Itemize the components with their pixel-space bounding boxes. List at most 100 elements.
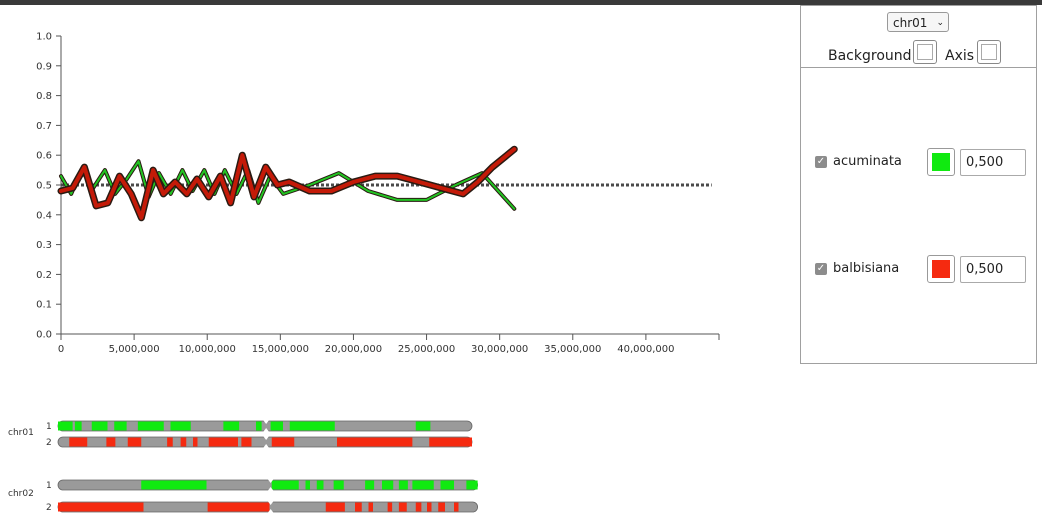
background-color-button[interactable] — [913, 40, 937, 64]
introgression-segment — [137, 421, 164, 431]
introgression-segment — [412, 480, 434, 490]
background-color-swatch — [917, 44, 933, 60]
series-line-balbisiana — [59, 147, 517, 220]
chromosome-name: chr01 — [8, 428, 34, 438]
introgression-segment — [355, 502, 362, 512]
x-tick-label: 40,000,000 — [617, 344, 674, 355]
introgression-segment — [387, 502, 393, 512]
introgression-segment — [270, 421, 283, 431]
acuminata-color-button[interactable] — [927, 148, 955, 176]
chromosome-view: chr01 1 2 chr02 1 2 — [8, 420, 479, 513]
introgression-segment — [398, 480, 408, 490]
x-tick-label: 20,000,000 — [325, 344, 382, 355]
x-tick-label: 25,000,000 — [398, 344, 455, 355]
centromere-notch-top — [263, 420, 270, 424]
series-row-balbisiana: ✓ balbisiana 0,500 — [801, 254, 1036, 286]
centromere-notch-top — [263, 436, 270, 440]
introgression-segment — [427, 502, 432, 512]
introgression-segment — [337, 437, 413, 447]
acuminata-checkbox[interactable]: ✓ — [815, 156, 827, 168]
axis-color-button[interactable] — [977, 40, 1001, 64]
centromere-notch-bottom — [267, 509, 274, 513]
control-panel: chr01 ⌄ Background Axis ✓ acuminata 0,50… — [800, 5, 1037, 364]
y-tick-label: 0.9 — [36, 61, 52, 72]
introgression-segment — [454, 502, 459, 512]
x-tick-label: 30,000,000 — [471, 344, 528, 355]
chevron-down-icon: ⌄ — [936, 18, 944, 28]
track-label: 2 — [46, 503, 52, 513]
introgression-segment — [69, 437, 88, 447]
introgression-segment — [271, 480, 299, 490]
introgression-segment — [368, 502, 373, 512]
introgression-segment — [58, 502, 144, 512]
y-tick-label: 1.0 — [36, 32, 52, 43]
track-label: 1 — [46, 422, 52, 432]
balbisiana-color-button[interactable] — [927, 255, 955, 283]
introgression-segment — [333, 480, 344, 490]
centromere-notch-bottom — [263, 444, 270, 448]
introgression-segment — [58, 421, 73, 431]
series-name-acuminata: acuminata — [833, 154, 902, 169]
series-row-acuminata: ✓ acuminata 0,500 — [801, 147, 1036, 179]
acuminata-value-input[interactable]: 0,500 — [960, 149, 1026, 176]
introgression-segment — [438, 502, 445, 512]
y-tick-label: 0.3 — [36, 240, 52, 251]
track-label: 2 — [46, 438, 52, 448]
centromere-notch-top — [267, 501, 274, 505]
introgression-segment — [415, 502, 422, 512]
introgression-segment — [167, 437, 173, 447]
y-tick-label: 0.1 — [36, 300, 52, 311]
introgression-segment — [382, 480, 394, 490]
centromere-notch-bottom — [267, 487, 274, 491]
x-tick-label: 15,000,000 — [252, 344, 309, 355]
introgression-segment — [398, 502, 407, 512]
introgression-segment — [466, 480, 478, 490]
y-tick-label: 0.2 — [36, 270, 52, 281]
balbisiana-checkbox[interactable]: ✓ — [815, 263, 827, 275]
x-tick-label: 0 — [58, 344, 64, 355]
background-label: Background — [828, 48, 912, 64]
introgression-segment — [114, 421, 127, 431]
centromere-notch-bottom — [263, 428, 270, 432]
y-tick-label: 0.4 — [36, 210, 52, 221]
ratio-chart: 0.0 0.1 0.2 0.3 0.4 0.5 0.6 0.7 0.8 0.9 1.0 0 5,000,… — [36, 32, 720, 355]
x-tick-label: 10,000,000 — [179, 344, 236, 355]
chromosome-select-value: chr01 — [893, 16, 928, 30]
series-name-balbisiana: balbisiana — [833, 261, 900, 276]
introgression-segment — [316, 480, 324, 490]
y-tick-label: 0.5 — [36, 181, 52, 192]
x-tick-label: 35,000,000 — [544, 344, 601, 355]
introgression-segment — [365, 480, 375, 490]
panel-header: chr01 ⌄ Background Axis — [801, 6, 1036, 68]
axis-label: Axis — [945, 48, 975, 64]
introgression-segment — [127, 437, 142, 447]
axis-color-swatch — [981, 44, 997, 60]
y-tick-label: 0.6 — [36, 151, 52, 162]
chromosome-select[interactable]: chr01 ⌄ — [887, 12, 949, 32]
introgression-segment — [180, 437, 187, 447]
introgression-segment — [305, 480, 310, 490]
acuminata-color-swatch — [932, 153, 950, 171]
y-tick-label: 0.8 — [36, 91, 52, 102]
introgression-segment — [74, 421, 82, 431]
balbisiana-color-swatch — [932, 260, 950, 278]
introgression-segment — [141, 480, 207, 490]
top-bar — [0, 0, 1042, 5]
balbisiana-value-input[interactable]: 0,500 — [960, 256, 1026, 283]
introgression-segment — [415, 421, 431, 431]
x-tick-label: 5,000,000 — [109, 344, 160, 355]
introgression-segment — [193, 437, 198, 447]
y-tick-label: 0.7 — [36, 121, 52, 132]
introgression-segment — [429, 437, 472, 447]
introgression-segment — [325, 502, 345, 512]
introgression-segment — [170, 421, 191, 431]
introgression-segment — [289, 421, 335, 431]
introgression-segment — [223, 421, 240, 431]
introgression-segment — [208, 437, 238, 447]
chromosome-name: chr02 — [8, 489, 34, 499]
track-label: 1 — [46, 481, 52, 491]
introgression-segment — [207, 502, 270, 512]
introgression-segment — [241, 437, 252, 447]
introgression-segment — [271, 437, 295, 447]
introgression-segment — [440, 480, 454, 490]
